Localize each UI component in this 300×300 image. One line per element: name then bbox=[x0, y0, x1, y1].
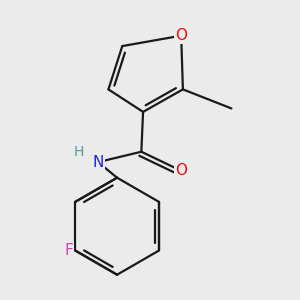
Text: H: H bbox=[74, 146, 84, 159]
Text: O: O bbox=[175, 163, 187, 178]
Text: F: F bbox=[64, 243, 73, 258]
Text: O: O bbox=[175, 28, 187, 43]
Text: N: N bbox=[92, 154, 104, 169]
